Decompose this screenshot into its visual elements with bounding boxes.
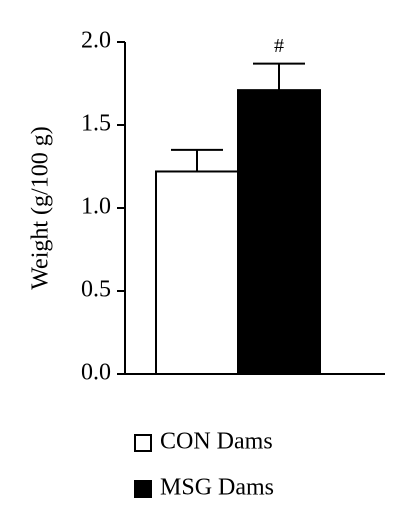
bar xyxy=(237,89,321,375)
y-tick-label: 0.5 xyxy=(81,277,111,303)
y-tick-label: 0.0 xyxy=(81,360,111,386)
legend-swatch xyxy=(134,480,152,498)
annotation: # xyxy=(274,35,284,57)
y-tick-label: 1.0 xyxy=(81,194,111,220)
y-tick-label: 1.5 xyxy=(81,111,111,137)
legend-label: CON Dams xyxy=(160,429,273,455)
legend-label: MSG Dams xyxy=(160,475,274,501)
legend-swatch xyxy=(134,434,152,452)
y-axis-label: Weight (g/100 g) xyxy=(28,126,54,289)
y-tick-label: 2.0 xyxy=(81,28,111,54)
bar xyxy=(155,170,239,375)
